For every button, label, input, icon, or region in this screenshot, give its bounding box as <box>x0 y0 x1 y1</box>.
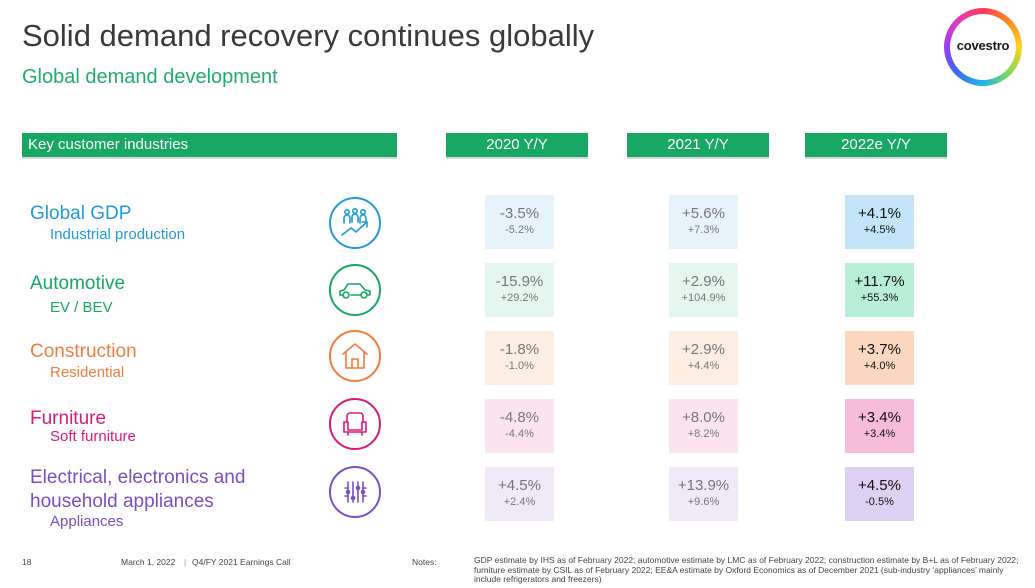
footer-separator: | <box>184 557 187 567</box>
gdp-2020-sub: -5.2% <box>505 224 534 236</box>
construction-2022-cell: +3.7% +4.0% <box>845 331 914 385</box>
header-2020: 2020 Y/Y <box>446 133 588 159</box>
gdp-2021-value: +5.6% <box>682 205 725 222</box>
electrical-2021-sub: +9.6% <box>687 496 720 508</box>
automotive-2020-cell: -15.9% +29.2% <box>485 263 554 317</box>
automotive-2020-sub: +29.2% <box>500 292 539 304</box>
industry-name-construction: Construction <box>30 341 137 362</box>
electrical-2021-value: +13.9% <box>677 477 730 494</box>
footer-event: Q4/FY 2021 Earnings Call <box>192 557 291 567</box>
notes-label: Notes: <box>412 557 437 567</box>
furniture-2020-sub: -4.4% <box>505 428 534 440</box>
construction-2020-sub: -1.0% <box>505 360 534 372</box>
automotive-2021-sub: +104.9% <box>681 292 726 304</box>
header-key-industries: Key customer industries <box>22 133 397 159</box>
furniture-2022-cell: +3.4% +3.4% <box>845 399 914 453</box>
furniture-2020-value: -4.8% <box>499 409 540 426</box>
furniture-2022-sub: +3.4% <box>863 428 896 440</box>
industry-sub-automotive: EV / BEV <box>50 299 113 316</box>
automotive-2021-value: +2.9% <box>682 273 725 290</box>
page-number: 18 <box>22 557 32 567</box>
automotive-2022-cell: +11.7% +55.3% <box>845 263 914 317</box>
gdp-2021-sub: +7.3% <box>687 224 720 236</box>
furniture-2020-cell: -4.8% -4.4% <box>485 399 554 453</box>
electrical-2022-sub: -0.5% <box>865 496 894 508</box>
footer-date: March 1, 2022 <box>121 557 176 567</box>
page-title: Solid demand recovery continues globally <box>22 18 595 53</box>
gdp-2021-cell: +5.6% +7.3% <box>669 195 738 249</box>
construction-2020-value: -1.8% <box>499 341 540 358</box>
industry-sub-gdp: Industrial production <box>50 226 186 243</box>
automotive-2022-sub: +55.3% <box>860 292 899 304</box>
furniture-2021-value: +8.0% <box>682 409 725 426</box>
house-icon <box>329 330 381 382</box>
header-2021: 2021 Y/Y <box>627 133 769 159</box>
car-icon <box>329 264 381 316</box>
gdp-2022-sub: +4.5% <box>863 224 896 236</box>
covestro-logo: covestro <box>944 8 1022 86</box>
construction-2020-cell: -1.8% -1.0% <box>485 331 554 385</box>
industry-sub-furniture: Soft furniture <box>50 428 136 445</box>
construction-2022-value: +3.7% <box>858 341 901 358</box>
electrical-2020-value: +4.5% <box>498 477 541 494</box>
industry-sub-electrical: Appliances <box>50 513 124 530</box>
page-subtitle: Global demand development <box>22 66 278 88</box>
electrical-2022-cell: +4.5% -0.5% <box>845 467 914 521</box>
construction-2022-sub: +4.0% <box>863 360 896 372</box>
people-growth-icon <box>329 197 381 249</box>
construction-2021-cell: +2.9% +4.4% <box>669 331 738 385</box>
electrical-2020-sub: +2.4% <box>503 496 536 508</box>
furniture-2022-value: +3.4% <box>858 409 901 426</box>
industry-name-electrical: Electrical, electronics and <box>30 467 246 488</box>
industry-name-electrical-line2: household appliances <box>30 491 214 512</box>
automotive-2021-cell: +2.9% +104.9% <box>669 263 738 317</box>
logo-text: covestro <box>956 38 1010 53</box>
automotive-2022-value: +11.7% <box>854 273 905 290</box>
header-2022: 2022e Y/Y <box>805 133 947 159</box>
gdp-2020-cell: -3.5% -5.2% <box>485 195 554 249</box>
construction-2021-sub: +4.4% <box>687 360 720 372</box>
gdp-2022-value: +4.1% <box>858 205 901 222</box>
notes-text: GDP estimate by IHS as of February 2022;… <box>474 555 1019 584</box>
gdp-2020-value: -3.5% <box>499 205 540 222</box>
gdp-2022-cell: +4.1% +4.5% <box>845 195 914 249</box>
construction-2021-value: +2.9% <box>682 341 725 358</box>
electrical-2021-cell: +13.9% +9.6% <box>669 467 738 521</box>
industry-name-gdp: Global GDP <box>30 203 132 224</box>
armchair-icon <box>329 398 381 450</box>
electrical-2020-cell: +4.5% +2.4% <box>485 467 554 521</box>
furniture-2021-sub: +8.2% <box>687 428 720 440</box>
industry-name-automotive: Automotive <box>30 273 126 294</box>
industry-sub-construction: Residential <box>50 364 125 381</box>
automotive-2020-value: -15.9% <box>495 273 544 290</box>
electrical-2022-value: +4.5% <box>858 477 901 494</box>
industry-name-furniture: Furniture <box>30 408 107 429</box>
chip-icon <box>329 466 381 518</box>
furniture-2021-cell: +8.0% +8.2% <box>669 399 738 453</box>
